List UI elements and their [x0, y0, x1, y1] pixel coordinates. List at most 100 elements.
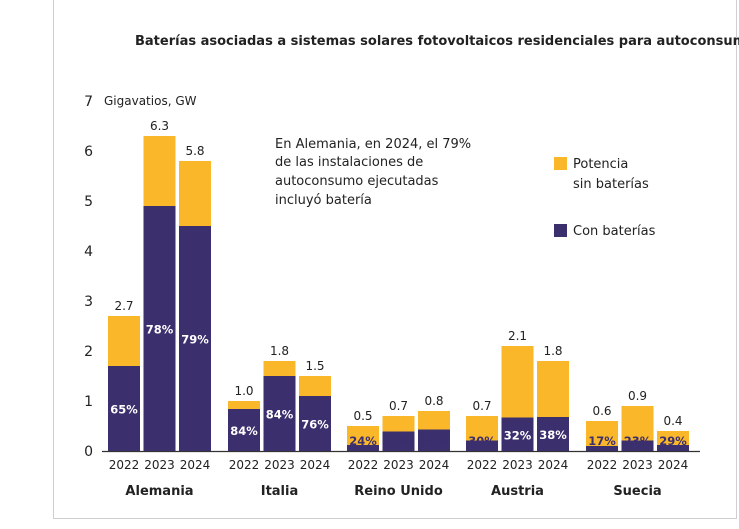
bar-total-label: 6.3: [150, 119, 169, 133]
bar-percent-label: 84%: [230, 424, 258, 438]
legend: Potencia sin baterías Con baterías: [554, 157, 656, 239]
bar-total-label: 1.5: [305, 359, 324, 373]
bar-percent-label: 24%: [349, 434, 377, 448]
x-tick-label-year: 2023: [502, 458, 533, 472]
bar-percent-label: 29%: [659, 434, 687, 448]
bar-segment-without-battery: [108, 316, 140, 366]
bar-segment-with-battery: [299, 396, 331, 451]
legend-label-with-battery: Con baterías: [573, 224, 656, 239]
bar-total-label: 1.0: [234, 384, 253, 398]
bar-segment-without-battery: [418, 411, 450, 430]
bar-segment-without-battery: [347, 426, 379, 445]
bar-segment-without-battery: [143, 136, 176, 206]
bar-segment-without-battery: [228, 401, 260, 409]
x-group-label-country: Reino Unido: [354, 484, 443, 499]
bar-segment-without-battery: [263, 361, 296, 376]
x-group-label-country: Austria: [491, 484, 544, 499]
bar-segment-with-battery: [263, 376, 296, 451]
bar-segment-with-battery: [418, 429, 450, 451]
x-group-label-country: Suecia: [613, 484, 661, 499]
legend-swatch-without-battery: [554, 157, 567, 170]
bar-segment-with-battery: [586, 446, 618, 451]
annotation-line: de las instalaciones de: [275, 155, 423, 170]
y-tick-label: 6: [84, 144, 93, 160]
bar-percent-label: 54%: [420, 434, 448, 448]
bar-percent-label: 76%: [301, 418, 329, 432]
bar-segment-with-battery: [466, 440, 498, 451]
x-tick-label-year: 2024: [180, 458, 211, 472]
annotation: En Alemania, en 2024, el 79% de las inst…: [275, 137, 471, 208]
bar-total-label: 0.7: [389, 399, 408, 413]
x-tick-label-year: 2022: [229, 458, 260, 472]
bar-segment-without-battery: [657, 431, 689, 445]
y-tick-label: 5: [84, 194, 93, 210]
chart-title: Baterías asociadas a sistemas solares fo…: [135, 34, 739, 49]
bar-total-label: 1.8: [270, 344, 289, 358]
x-tick-label-year: 2024: [538, 458, 569, 472]
bar-segment-with-battery: [657, 445, 689, 451]
legend-swatch-with-battery: [554, 224, 567, 237]
bar-segment-without-battery: [466, 416, 498, 441]
bar-segment-with-battery: [501, 417, 534, 451]
bar-percent-label: 65%: [110, 403, 138, 417]
x-tick-label-year: 2022: [467, 458, 498, 472]
bar-total-label: 0.9: [628, 389, 647, 403]
annotation-line: incluyó batería: [275, 193, 372, 208]
y-tick-label: 1: [84, 394, 93, 410]
annotation-line: autoconsumo ejecutadas: [275, 174, 439, 189]
bar-total-label: 1.8: [543, 344, 562, 358]
bar-percent-label: 32%: [504, 428, 532, 442]
bar-segment-without-battery: [299, 376, 331, 396]
y-axis-label: Gigavatios, GW: [104, 94, 197, 108]
bar-percent-label: 55%: [385, 434, 413, 448]
legend-label-without-battery: Potencia: [573, 157, 628, 172]
x-tick-label-year: 2023: [383, 458, 414, 472]
bar-segment-without-battery: [501, 346, 534, 418]
x-group-label-country: Italia: [261, 484, 299, 499]
bar-segment-with-battery: [537, 417, 569, 451]
bar-segment-without-battery: [537, 361, 569, 417]
x-tick-label-year: 2024: [419, 458, 450, 472]
x-group-label-country: Alemania: [125, 484, 193, 499]
bar-segment-with-battery: [382, 431, 415, 451]
chart-frame: [53, 0, 737, 519]
bar-total-label: 2.7: [114, 299, 133, 313]
bar-segment-with-battery: [179, 226, 211, 451]
bar-segment-with-battery: [621, 440, 654, 451]
bar-segment-with-battery: [347, 445, 379, 451]
y-tick-label: 7: [84, 94, 93, 110]
annotation-line: En Alemania, en 2024, el 79%: [275, 137, 471, 152]
bar-percent-label: 23%: [624, 434, 652, 448]
y-axis-ticks: 0 1 2 3 4 5 6 7: [84, 94, 93, 460]
x-tick-label-year: 2024: [300, 458, 331, 472]
x-tick-label-year: 2024: [658, 458, 689, 472]
bar-percent-label: 30%: [468, 434, 496, 448]
bar-total-label: 2.1: [508, 329, 527, 343]
bar-total-label: 0.8: [424, 394, 443, 408]
bar-segment-with-battery: [228, 409, 260, 451]
x-tick-label-year: 2023: [264, 458, 295, 472]
bar-percent-label: 84%: [266, 408, 294, 422]
bar-segment-without-battery: [179, 161, 211, 226]
bar-percent-label: 78%: [146, 323, 174, 337]
bar-percent-label: 79%: [181, 333, 209, 347]
bar-segment-with-battery: [108, 366, 140, 451]
legend-label-without-battery: sin baterías: [573, 177, 649, 192]
bars: 2.7 65% 2022 6.3 78% 2023 5.8 79% 2024 Alemania 1.…: [108, 119, 689, 499]
bar-total-label: 0.4: [663, 414, 682, 428]
y-tick-label: 2: [84, 344, 93, 360]
bar-segment-with-battery: [143, 206, 176, 451]
bar-total-label: 5.8: [185, 144, 204, 158]
bar-percent-label: 17%: [588, 434, 616, 448]
bar-segment-without-battery: [621, 406, 654, 441]
bar-total-label: 0.6: [592, 404, 611, 418]
bar-percent-label: 38%: [539, 428, 567, 442]
y-tick-label: 0: [84, 444, 93, 460]
x-tick-label-year: 2022: [109, 458, 140, 472]
y-tick-label: 4: [84, 244, 93, 260]
x-tick-label-year: 2022: [587, 458, 618, 472]
bar-total-label: 0.5: [353, 409, 372, 423]
x-tick-label-year: 2022: [348, 458, 379, 472]
x-tick-label-year: 2023: [144, 458, 175, 472]
